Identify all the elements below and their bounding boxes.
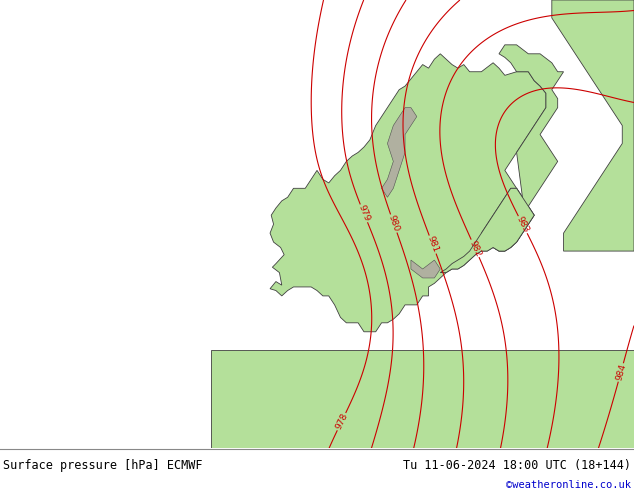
- Text: ©weatheronline.co.uk: ©weatheronline.co.uk: [506, 480, 631, 490]
- Text: 982: 982: [467, 239, 482, 258]
- Text: 981: 981: [425, 235, 440, 254]
- Text: 984: 984: [614, 363, 628, 382]
- Polygon shape: [270, 54, 546, 332]
- Polygon shape: [552, 0, 634, 251]
- Polygon shape: [411, 260, 440, 278]
- Text: 979: 979: [356, 204, 372, 223]
- Polygon shape: [382, 108, 417, 197]
- Text: 978: 978: [333, 412, 349, 431]
- Polygon shape: [211, 350, 634, 448]
- Text: 983: 983: [515, 215, 531, 234]
- Polygon shape: [481, 45, 564, 251]
- Text: Tu 11-06-2024 18:00 UTC (18+144): Tu 11-06-2024 18:00 UTC (18+144): [403, 459, 631, 471]
- Text: Surface pressure [hPa] ECMWF: Surface pressure [hPa] ECMWF: [3, 459, 203, 471]
- Text: 980: 980: [387, 214, 401, 233]
- Polygon shape: [440, 188, 534, 272]
